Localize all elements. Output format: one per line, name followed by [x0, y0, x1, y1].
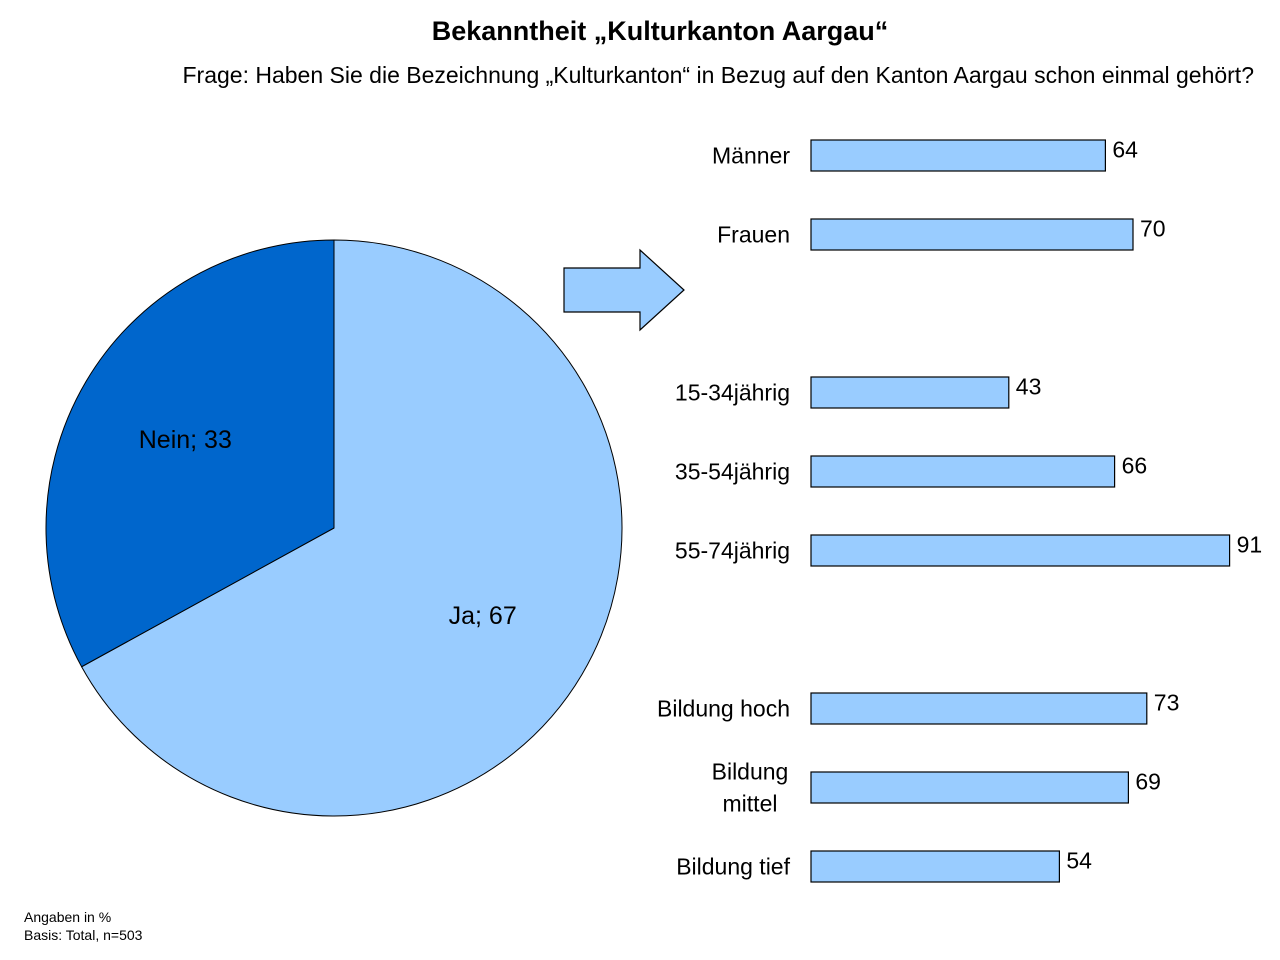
bar-category-label-4: 55-74jährig — [675, 538, 790, 564]
bar-value-label-2: 43 — [1016, 374, 1042, 400]
bar-value-label-1: 70 — [1140, 216, 1166, 242]
bar-category-label-2: 15-34jährig — [675, 380, 790, 406]
pie-slice-ja — [80, 239, 623, 817]
pie-label-nein: Nein; 33 — [139, 426, 232, 454]
bar-category-label-6-line0: Bildung — [712, 759, 789, 785]
footnote-basis: Basis: Total, n=503 — [24, 927, 143, 943]
chart-subtitle: Frage: Haben Sie die Bezeichnung „Kultur… — [182, 62, 1255, 88]
pie-label-ja: Ja; 67 — [449, 602, 517, 630]
bar-2 — [810, 376, 1010, 409]
footnote-units: Angaben in % — [24, 909, 112, 925]
bar-value-label-5: 73 — [1154, 690, 1180, 716]
bar-value-label-7: 54 — [1066, 848, 1092, 874]
bar-3 — [810, 455, 1116, 488]
bar-4 — [810, 534, 1231, 567]
bar-chart: Männer 64 Frauen 70 15-34jährig 43 35-54jährig… — [657, 137, 1262, 883]
bar-category-label-3: 35-54jährig — [675, 459, 790, 485]
bar-category-label-6-line1: mittel — [723, 791, 778, 817]
bar-6 — [810, 771, 1129, 804]
pie-slice-nein — [45, 239, 335, 668]
bar-value-label-3: 66 — [1122, 453, 1148, 479]
bar-category-label-7: Bildung tief — [676, 854, 790, 880]
pie-chart: Ja; 67 Nein; 33 — [45, 239, 623, 817]
bar-5 — [810, 692, 1148, 725]
bar-7 — [810, 850, 1060, 883]
bar-category-label-0: Männer — [712, 143, 790, 169]
bar-value-label-0: 64 — [1112, 137, 1138, 163]
footnote: Angaben in % Basis: Total, n=503 — [24, 908, 142, 944]
chart-title: Bekanntheit „Kulturkanton Aargau“ — [431, 16, 889, 46]
bar-value-label-4: 91 — [1237, 532, 1263, 558]
bar-category-label-1: Frauen — [717, 222, 790, 248]
bar-category-label-5: Bildung hoch — [657, 696, 790, 722]
arrow-shape — [563, 248, 685, 332]
bar-value-label-6: 69 — [1135, 769, 1161, 795]
bar-0 — [810, 139, 1106, 172]
bar-1 — [810, 218, 1134, 251]
